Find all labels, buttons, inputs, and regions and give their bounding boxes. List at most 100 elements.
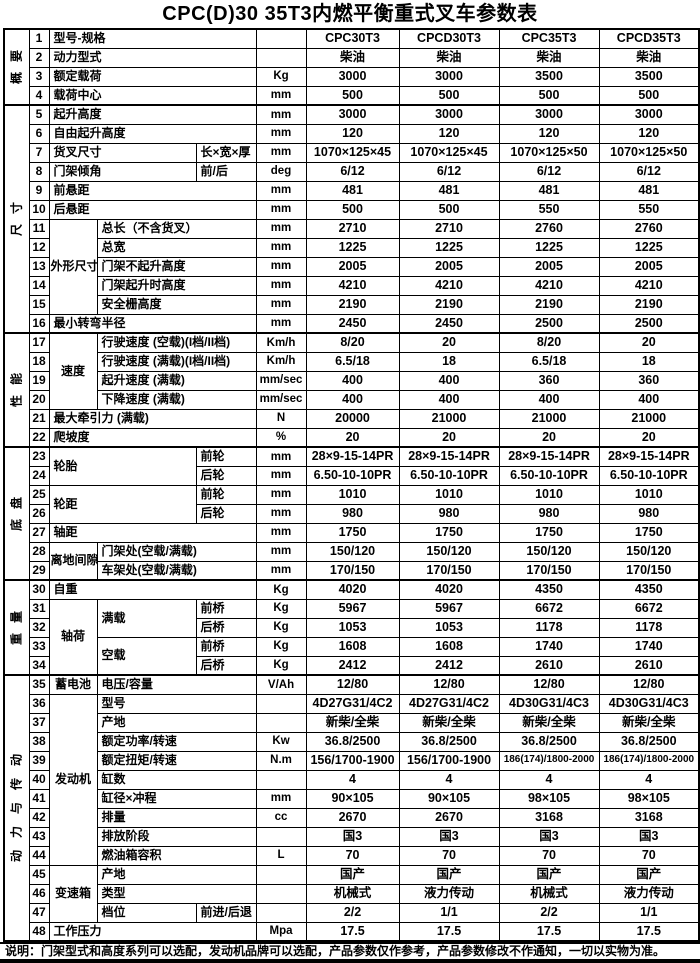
value-cell: 5967 [305,598,400,619]
row-number: 47 [28,902,50,923]
value-cell: 3500 [598,66,700,87]
row-number: 35 [28,674,50,695]
value-cell: 2412 [305,655,400,676]
row-number: 40 [28,769,50,790]
unit-cell: mm [255,275,307,296]
unit-cell: Kg [255,598,307,619]
param-name: 轮距 [48,484,197,524]
param-name: 最大牵引力 (满载) [48,408,257,429]
value-cell: 国3 [598,826,700,847]
row-number: 19 [28,370,50,391]
value-cell: 980 [498,503,600,524]
unit-cell: mm [255,788,307,809]
row-number: 22 [28,427,50,448]
value-cell: 2450 [305,313,400,334]
value-cell: 12/80 [398,674,500,695]
value-cell: 500 [598,85,700,106]
value-cell: 28×9-15-14PR [305,446,400,467]
value-cell: 17.5 [498,921,600,942]
value-cell: 17.5 [305,921,400,942]
param-name: 最小转弯半径 [48,313,257,334]
value-cell: 1750 [305,522,400,543]
value-cell: 150/120 [305,541,400,562]
value-cell: 1750 [498,522,600,543]
value-cell: 20000 [305,408,400,429]
group-label-text: 底盘 [9,486,24,531]
row-number: 3 [28,66,50,87]
group-label-text: 性能 [9,362,24,408]
param-subname: 前进/后退 [195,902,257,923]
param-name: 动力型式 [48,47,257,68]
unit-cell: N [255,408,307,429]
param-subname: 型号 [96,693,257,714]
unit-cell: mm/sec [255,370,307,391]
value-cell: 6.50-10-10PR [598,465,700,486]
unit-cell: mm [255,313,307,334]
row-number: 46 [28,883,50,904]
unit-cell [255,902,307,923]
param-name: 总宽 [96,237,257,258]
value-cell: 500 [498,85,600,106]
value-cell: 4 [398,769,500,790]
row-number: 23 [28,446,50,467]
unit-cell: Kw [255,731,307,752]
param-name: 发动机 [48,693,98,866]
value-cell: 400 [305,370,400,391]
value-cell: 2760 [598,218,700,239]
value-cell: 2005 [598,256,700,277]
unit-cell: Kg [255,579,307,600]
value-cell: 6.50-10-10PR [498,465,600,486]
value-cell: 1225 [498,237,600,258]
value-cell: CPC30T3 [305,28,400,49]
value-cell: 4D30G31/4C3 [498,693,600,714]
value-cell: 98×105 [598,788,700,809]
value-cell: 2005 [398,256,500,277]
value-cell: 36.8/2500 [598,731,700,752]
value-cell: 1010 [498,484,600,505]
unit-cell [255,864,307,885]
unit-cell: V/Ah [255,674,307,695]
value-cell: 120 [398,123,500,144]
unit-cell: Kg [255,655,307,676]
value-cell: 1/1 [398,902,500,923]
value-cell: 3000 [305,104,400,125]
value-cell: 36.8/2500 [398,731,500,752]
value-cell: 6672 [498,598,600,619]
value-cell: 20 [398,427,500,448]
value-cell: 17.5 [598,921,700,942]
value-cell: 980 [598,503,700,524]
value-cell: 3000 [398,66,500,87]
value-cell: 360 [598,370,700,391]
value-cell: 12/80 [305,674,400,695]
value-cell: 500 [305,85,400,106]
spec-table-body: 概要 1 型号-规格 CPC30T3 CPCD30T3 CPC35T3 CPCD35T3 2 动… [3,28,700,942]
value-cell: 8/20 [305,332,400,353]
value-cell: 28×9-15-14PR [498,446,600,467]
param-subname: 电压/容量 [96,674,257,695]
value-cell: 4 [598,769,700,790]
param-name: 下降速度 (满载) [96,389,257,410]
value-cell: 新柴/全柴 [598,712,700,733]
value-cell: 170/150 [598,560,700,581]
param-name: 产地 [96,712,257,733]
row-number: 9 [28,180,50,201]
value-cell: 1740 [498,636,600,657]
row-number: 27 [28,522,50,543]
unit-cell [255,693,307,714]
unit-cell: mm [255,256,307,277]
value-cell: 156/1700-1900 [305,750,400,771]
param-subname: 产地 [96,864,257,885]
value-cell: 500 [398,199,500,220]
unit-cell: Mpa [255,921,307,942]
value-cell: 120 [498,123,600,144]
value-cell: 2670 [398,807,500,828]
value-cell: 2005 [498,256,600,277]
value-cell: 4D30G31/4C3 [598,693,700,714]
param-name: 门架倾角 [48,161,197,182]
row-number: 37 [28,712,50,733]
value-cell: 4210 [598,275,700,296]
value-cell: 20 [498,427,600,448]
value-cell: 4D27G31/4C2 [398,693,500,714]
param-name: 自由起升高度 [48,123,257,144]
row-number: 20 [28,389,50,410]
